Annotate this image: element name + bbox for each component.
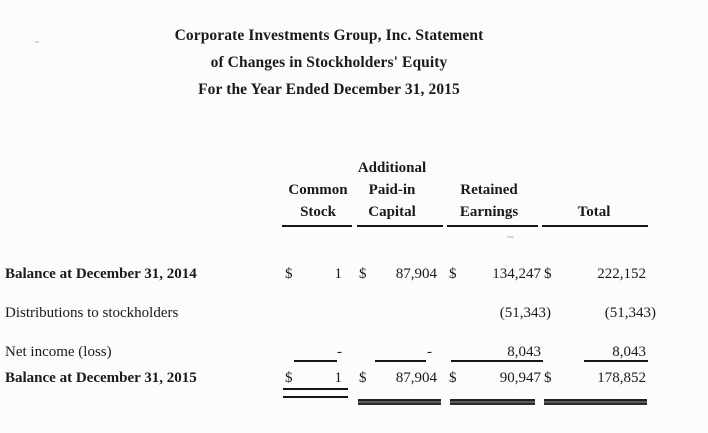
col-header-common-stock-line1: Common [288, 182, 348, 198]
subtotal-rule-retained-earnings [451, 360, 543, 362]
dollar-sign: $ [359, 370, 367, 386]
subtotal-rule-paid-in-capital [375, 360, 426, 362]
cell-value: 87,904 [395, 266, 437, 282]
row-label: Balance at December 31, 2014 [5, 266, 197, 282]
col-header-additional-paid-in-capital: Additional Paid-in Capital [342, 157, 442, 223]
table-row-balance-2015: Balance at December 31, 2015 $ 1 $ 87,90… [0, 370, 708, 387]
final-rule-paid-in-capital [358, 399, 441, 405]
cell-value: (51,343) [604, 305, 656, 321]
table-row-balance-2014: Balance at December 31, 2014 $ 1 $ 87,90… [0, 266, 708, 283]
title-line-2: of Changes in Stockholders' Equity [210, 54, 448, 71]
cell-paid-in-capital: $ 87,904 [359, 370, 437, 387]
col-header-retained-line1: Retained [460, 182, 518, 198]
cell-value: 1 [334, 370, 343, 386]
col-header-retained-earnings: Retained Earnings [439, 179, 539, 223]
col-header-total: Total [544, 201, 644, 223]
subtotal-rule-total [584, 360, 648, 362]
cell-retained-earnings: (51,343) [449, 305, 551, 322]
col-header-paid-in-line3: Capital [368, 204, 416, 220]
cell-value: 90,947 [499, 370, 541, 386]
col-header-total-line1: Total [577, 204, 611, 220]
cell-value: 222,152 [597, 266, 646, 282]
cell-total: 8,043 [544, 344, 646, 361]
col-header-paid-in-line2: Paid-in [368, 182, 416, 198]
cell-value: - [427, 344, 432, 360]
table-row-net-income: Net income (loss) - - 8,043 8,043 [0, 344, 708, 361]
col-header-common-stock: Common Stock [268, 179, 368, 223]
col-header-retained-line2: Earnings [459, 204, 519, 220]
final-rule-common-stock-bottom [283, 396, 348, 398]
cell-total: (51,343) [544, 305, 656, 322]
dollar-sign: $ [449, 370, 457, 386]
title-line-1: Corporate Investments Group, Inc. Statem… [174, 27, 484, 44]
cell-value: 178,852 [597, 370, 646, 386]
cell-common-stock: - [285, 344, 342, 361]
scan-artifact [507, 236, 514, 238]
statement-title: Corporate Investments Group, Inc. Statem… [104, 22, 554, 103]
table-row-distributions: Distributions to stockholders (51,343) (… [0, 305, 708, 322]
cell-retained-earnings: $ 90,947 [449, 370, 541, 387]
cell-common-stock: $ 1 [285, 370, 342, 387]
scan-artifact [35, 41, 39, 43]
col-header-paid-in-line1: Additional [357, 160, 427, 176]
cell-value: 8,043 [612, 344, 646, 360]
col-header-common-stock-line2: Stock [300, 204, 336, 220]
final-rule-common-stock-top [283, 388, 348, 390]
header-rule-common-stock [282, 225, 352, 227]
cell-value: 87,904 [395, 370, 437, 386]
cell-value: (51,343) [499, 305, 551, 321]
cell-total: $ 178,852 [544, 370, 646, 387]
cell-paid-in-capital: $ 87,904 [359, 266, 437, 283]
cell-total: $ 222,152 [544, 266, 646, 283]
header-rule-retained-earnings [447, 225, 538, 227]
cell-value: 134,247 [492, 266, 541, 282]
dollar-sign: $ [359, 266, 367, 282]
dollar-sign: $ [544, 266, 552, 282]
cell-value: 1 [334, 266, 343, 282]
cell-value: 8,043 [507, 344, 541, 360]
dollar-sign: $ [544, 370, 552, 386]
row-label: Net income (loss) [5, 344, 112, 360]
cell-retained-earnings: 8,043 [449, 344, 541, 361]
dollar-sign: $ [285, 370, 293, 386]
title-line-3: For the Year Ended December 31, 2015 [198, 81, 460, 98]
row-label: Distributions to stockholders [5, 305, 179, 321]
cell-retained-earnings: $ 134,247 [449, 266, 541, 283]
subtotal-rule-common-stock [294, 360, 337, 362]
header-rule-paid-in-capital [357, 225, 443, 227]
final-rule-retained-earnings [450, 399, 535, 405]
row-label: Balance at December 31, 2015 [5, 370, 197, 386]
cell-common-stock: $ 1 [285, 266, 342, 283]
dollar-sign: $ [285, 266, 293, 282]
cell-paid-in-capital: - [359, 344, 437, 361]
cell-value: - [337, 344, 342, 360]
dollar-sign: $ [449, 266, 457, 282]
final-rule-total [544, 399, 647, 405]
header-rule-total [542, 225, 648, 227]
